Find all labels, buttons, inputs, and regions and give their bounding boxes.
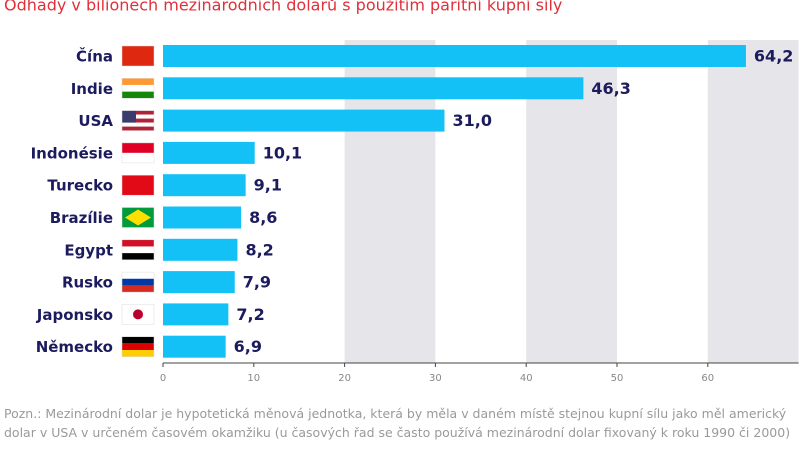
- value-label: 10,1: [263, 143, 302, 162]
- flag-stripe: [122, 253, 154, 260]
- bar: [163, 77, 584, 100]
- flag-border: [121, 271, 155, 293]
- flag-stripe: [122, 126, 154, 131]
- x-tick-label: 40: [520, 373, 533, 384]
- flag-stripe: [122, 142, 154, 153]
- flag-diamond: [125, 209, 151, 226]
- flag-sun: [133, 309, 143, 320]
- bar: [163, 45, 746, 67]
- footnote: Pozn.: Mezinárodní dolar je hypotetická …: [4, 406, 791, 440]
- value-label: 7,9: [243, 273, 271, 292]
- value-label: 31,0: [452, 111, 491, 130]
- y-tick-label: Čína: [76, 47, 113, 66]
- flag-border: [121, 78, 155, 99]
- flag-border: [121, 207, 155, 228]
- flag-stripe: [122, 336, 154, 344]
- flag-stripe: [122, 84, 154, 92]
- value-label: 8,2: [245, 240, 273, 259]
- flag-stripe: [122, 152, 154, 163]
- bar: [163, 238, 238, 261]
- value-label: 6,9: [234, 337, 262, 356]
- value-label: 64,2: [754, 47, 793, 66]
- flag-stripe: [122, 118, 154, 123]
- flag-stripe: [122, 110, 154, 115]
- bar: [163, 174, 246, 197]
- bar: [163, 303, 229, 326]
- flag-stripe: [122, 343, 154, 351]
- bar: [163, 271, 235, 294]
- flag-stripe: [122, 239, 154, 247]
- y-tick-label: Turecko: [47, 177, 113, 195]
- flag-border: [121, 304, 155, 325]
- chart-subtitle: Odhady v bilionech mezinárodních dolarů …: [4, 0, 562, 15]
- flag-canton: [122, 110, 136, 123]
- y-tick-label: Německo: [36, 338, 113, 356]
- flag-border: [121, 174, 155, 196]
- y-tick-label: USA: [78, 112, 113, 130]
- flag-stripe: [122, 246, 154, 254]
- x-tick-label: 0: [160, 373, 166, 384]
- value-label: 46,3: [591, 79, 630, 98]
- x-tick-label: 10: [247, 373, 260, 384]
- flag-stripe: [122, 91, 154, 99]
- flag-stripe: [122, 175, 154, 196]
- flag-border: [121, 110, 155, 131]
- flag-stripe: [122, 285, 154, 293]
- y-tick-label: Indie: [71, 80, 113, 98]
- y-tick-label: Egypt: [64, 241, 113, 259]
- y-tick-label: Rusko: [62, 274, 113, 292]
- grid-band: [707, 40, 799, 363]
- flag-stripe: [122, 46, 154, 66]
- bar: [163, 141, 255, 164]
- x-tick-label: 20: [338, 373, 351, 384]
- x-tick-label: 60: [701, 373, 714, 384]
- y-tick-label: Indonésie: [31, 144, 113, 162]
- flag-stripe: [122, 350, 154, 357]
- bar: [163, 109, 445, 132]
- value-label: 8,6: [249, 208, 277, 227]
- bar: [163, 335, 226, 358]
- flag-border: [121, 142, 155, 164]
- y-tick-label: Japonsko: [36, 306, 113, 324]
- flag-stripe: [122, 122, 154, 127]
- flag-border: [121, 45, 155, 67]
- x-tick-label: 30: [429, 373, 442, 384]
- flag-border: [121, 239, 155, 261]
- x-tick-label: 50: [611, 373, 624, 384]
- y-tick-label: Brazílie: [50, 209, 113, 227]
- flag-border: [121, 336, 155, 357]
- flag-stripe: [122, 272, 154, 279]
- flag-stripe: [122, 78, 154, 85]
- flag-stripe: [122, 114, 154, 119]
- bar: [163, 206, 242, 229]
- value-label: 7,2: [236, 305, 264, 324]
- chart: Odhady v bilionech mezinárodních dolarů …: [4, 0, 799, 384]
- flag-stripe: [122, 278, 154, 286]
- value-label: 9,1: [254, 176, 282, 195]
